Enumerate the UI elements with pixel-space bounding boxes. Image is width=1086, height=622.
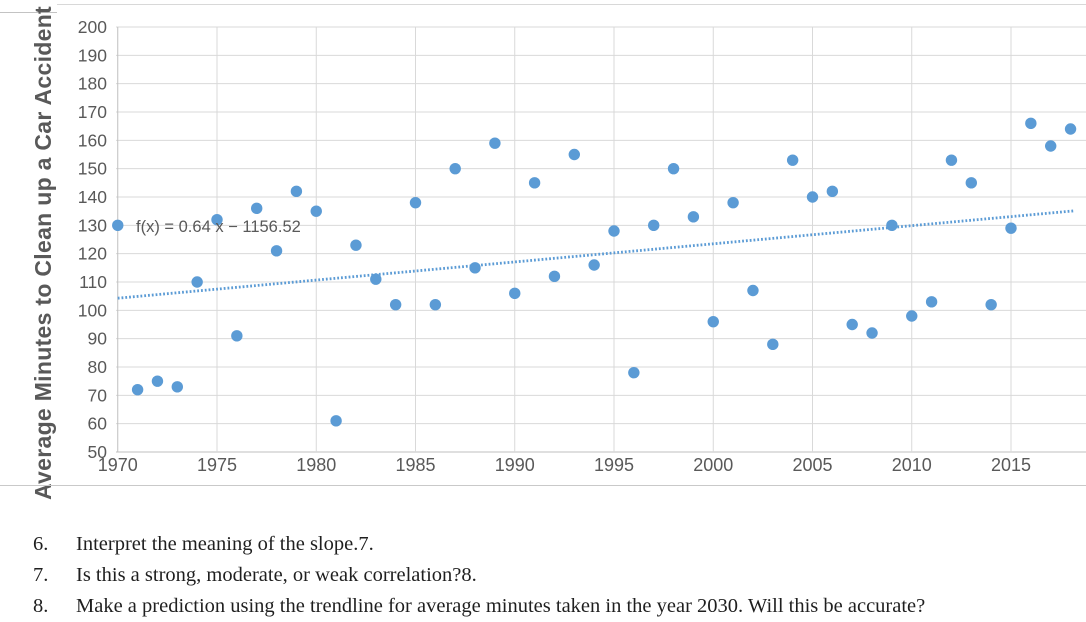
y-tick-label: 80: [88, 357, 108, 377]
y-tick-label: 160: [78, 130, 107, 150]
y-tick-label: 190: [78, 45, 107, 65]
gridlines: [116, 26, 1086, 453]
x-tick-label: 1985: [395, 455, 435, 475]
data-point: [370, 273, 382, 285]
data-point: [667, 162, 680, 175]
question-number: 8.: [33, 595, 49, 617]
data-point: [251, 202, 263, 215]
y-tick-label: 70: [88, 385, 108, 405]
y-tick-label: 200: [78, 17, 107, 37]
data-point: [409, 196, 422, 209]
data-point: [906, 310, 918, 322]
data-point: [846, 318, 858, 331]
x-tick-label: 1990: [495, 455, 535, 475]
top-left-border-line: [0, 12, 57, 13]
data-point: [985, 298, 997, 311]
data-point: [449, 162, 461, 175]
trendline-equation: f(x) = 0.64 x − 1156.52: [136, 218, 301, 236]
data-point: [707, 315, 719, 328]
question-item: 7. Is this a strong, moderate, or weak c…: [33, 560, 1086, 591]
data-point: [151, 375, 164, 387]
question-text: Is this a strong, moderate, or weak corr…: [76, 564, 477, 586]
y-tick-label: 170: [78, 102, 107, 122]
data-point: [330, 415, 342, 427]
question-number: 6.: [33, 533, 49, 555]
data-point: [687, 211, 700, 223]
data-point: [389, 298, 402, 311]
data-point: [568, 148, 580, 161]
data-point: [786, 154, 799, 166]
data-point: [945, 154, 958, 166]
data-point: [608, 225, 620, 237]
y-tick-label: 140: [78, 187, 107, 207]
scatter-chart: 50 60 70 80 90 100 110 120 130 140 150 160 170 180 190…: [78, 17, 1086, 475]
data-point: [528, 177, 541, 189]
data-point: [548, 270, 561, 283]
y-tick-label: 120: [78, 244, 107, 264]
question-item: 8. Make a prediction using the trendline…: [33, 591, 1086, 622]
question-text: Make a prediction using the trendline fo…: [76, 595, 926, 617]
data-point: [886, 219, 898, 232]
data-point: [489, 137, 501, 149]
x-tick-label: 1995: [594, 455, 634, 475]
data-point: [270, 245, 283, 257]
x-tick-label: 1970: [98, 455, 138, 475]
data-point: [648, 219, 660, 232]
data-point: [131, 383, 144, 396]
trendline: [117, 209, 1074, 300]
data-points: [112, 117, 1077, 427]
x-tick-label: 1980: [296, 455, 336, 475]
y-tick-label: 110: [79, 272, 107, 292]
data-point: [112, 219, 124, 232]
trendline-line: [117, 209, 1074, 300]
question-text: Interpret the meaning of the slope.7.: [76, 533, 374, 555]
data-point: [965, 177, 977, 189]
data-point: [191, 276, 203, 288]
x-tick-label: 2005: [792, 455, 832, 475]
data-point: [727, 196, 739, 209]
data-point: [171, 381, 183, 393]
x-tick-label: 1975: [197, 455, 237, 475]
data-point: [1025, 117, 1037, 130]
data-point: [429, 298, 442, 311]
y-tick-label: 180: [78, 74, 107, 94]
scatter-chart-area: 50 60 70 80 90 100 110 120 130 140 150 160 170 180 190…: [30, 5, 1086, 500]
x-tick-label: 2000: [693, 455, 733, 475]
data-point: [290, 185, 303, 198]
y-tick-label: 150: [78, 159, 107, 179]
data-point: [628, 366, 640, 379]
data-point: [469, 262, 481, 274]
separator-line: [0, 485, 1086, 486]
question-number: 7.: [33, 564, 49, 586]
y-tick-label: 100: [78, 300, 107, 320]
data-point: [826, 185, 839, 198]
data-point: [1064, 123, 1077, 135]
data-point: [350, 239, 362, 251]
y-axis-title: Average Minutes to Clean up a Car Accide…: [30, 5, 56, 500]
data-point: [767, 338, 779, 351]
y-tick-label: 50: [88, 442, 108, 462]
data-point: [747, 284, 759, 297]
data-point: [806, 191, 819, 203]
data-point: [231, 330, 243, 342]
chart-top-border-line: [57, 4, 1086, 5]
y-tick-label: 90: [88, 329, 108, 349]
x-tick-label: 2010: [892, 455, 932, 475]
data-point: [509, 287, 521, 300]
data-point: [866, 327, 878, 339]
data-point: [925, 296, 938, 308]
y-tick-label: 130: [78, 215, 107, 235]
data-point: [211, 213, 223, 226]
questions-list: 6. Interpret the meaning of the slope.7.…: [33, 529, 1086, 622]
axis-tick-labels: 50 60 70 80 90 100 110 120 130 140 150 160 170 180 190…: [78, 17, 1031, 475]
y-tick-label: 60: [88, 414, 108, 434]
data-point: [1005, 222, 1017, 234]
data-point: [588, 259, 600, 271]
data-point: [310, 205, 322, 217]
x-tick-label: 2015: [991, 455, 1031, 475]
question-item: 6. Interpret the meaning of the slope.7.: [33, 529, 1086, 560]
data-point: [1045, 140, 1057, 152]
